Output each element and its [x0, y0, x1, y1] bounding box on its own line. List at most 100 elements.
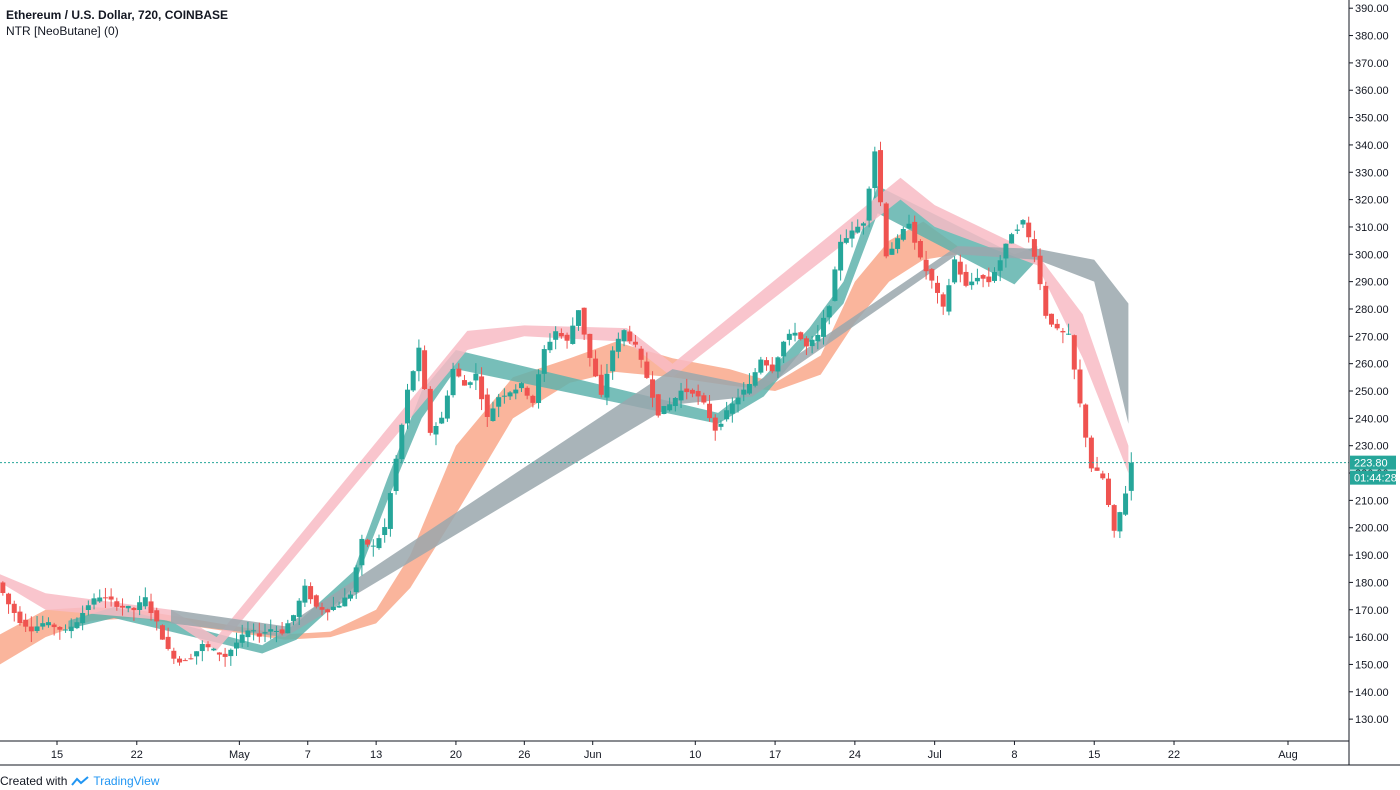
candle-down	[878, 150, 884, 203]
candle-down	[593, 358, 599, 377]
candle-down	[803, 338, 809, 347]
y-tick-label: 200.00	[1355, 523, 1389, 535]
ribbon-pink	[0, 177, 1129, 651]
tradingview-brand[interactable]: TradingView	[93, 774, 160, 788]
y-tick-label: 290.00	[1355, 277, 1389, 289]
candle-up	[444, 395, 450, 419]
candle-down	[935, 282, 941, 293]
candle-down	[427, 388, 433, 433]
last-price-badge: 223.80 01:44:28	[1350, 455, 1397, 485]
candle-up	[781, 341, 787, 357]
candle-up	[729, 403, 735, 414]
candle-up	[832, 269, 838, 301]
candle-down	[980, 275, 986, 279]
candle-up	[125, 605, 131, 609]
candle-up	[285, 623, 291, 634]
candle-up	[969, 281, 975, 286]
candle-down	[1083, 404, 1089, 438]
candle-up	[496, 397, 502, 407]
x-tick-label: 15	[51, 749, 63, 761]
candle-down	[764, 360, 770, 366]
candle-up	[433, 425, 439, 435]
created-with-text: Created with	[0, 774, 68, 788]
candle-up	[547, 341, 553, 351]
candle-up	[382, 527, 388, 535]
candle-up	[393, 458, 399, 492]
candle-down	[1105, 478, 1111, 505]
ribbon-orange	[0, 221, 958, 665]
candle-up	[473, 373, 479, 381]
candle-up	[359, 538, 365, 566]
candle-down	[216, 652, 222, 655]
candle-down	[171, 650, 177, 659]
candle-down	[1111, 505, 1117, 531]
candle-up	[450, 369, 456, 396]
candle-up	[974, 277, 980, 282]
y-tick-label: 260.00	[1355, 359, 1389, 371]
candle-up	[91, 598, 97, 605]
candle-down	[798, 332, 804, 340]
x-tick-label: May	[229, 749, 250, 761]
candle-down	[929, 269, 935, 281]
y-axis-ticks: 130.00 140.00 150.00 160.00 170.00 180.00 190.…	[1349, 3, 1389, 726]
countdown-label: 01:44:28	[1354, 473, 1397, 485]
candle-up	[678, 390, 684, 401]
candle-up	[467, 382, 473, 385]
candle-up	[336, 605, 342, 608]
candle-up	[63, 629, 69, 631]
x-tick-label: 22	[1168, 749, 1180, 761]
candle-up	[513, 389, 519, 394]
candle-up	[895, 238, 901, 249]
candle-down	[558, 333, 564, 337]
candle-up	[952, 259, 958, 283]
candle-up	[1066, 333, 1072, 335]
candle-up	[1128, 462, 1134, 491]
candle-up	[68, 626, 74, 632]
candle-down	[769, 364, 775, 372]
candle-up	[347, 594, 353, 599]
y-tick-label: 190.00	[1355, 550, 1389, 562]
x-tick-label: 24	[849, 749, 861, 761]
candle-up	[353, 567, 359, 593]
candle-down	[1100, 473, 1106, 479]
y-tick-label: 240.00	[1355, 413, 1389, 425]
candle-up	[1117, 512, 1123, 532]
candle-down	[11, 603, 17, 613]
candle-up	[661, 406, 667, 415]
x-tick-label: 10	[689, 749, 701, 761]
candle-down	[986, 276, 992, 283]
candle-up	[826, 306, 832, 318]
candle-up	[302, 585, 308, 603]
candle-up	[137, 602, 143, 610]
candle-down	[912, 221, 918, 243]
y-tick-label: 130.00	[1355, 714, 1389, 726]
candle-up	[387, 493, 393, 529]
candle-down	[684, 388, 690, 393]
candle-up	[97, 597, 103, 602]
x-tick-label: 20	[450, 749, 462, 761]
candle-down	[940, 294, 946, 307]
candle-up	[404, 389, 410, 424]
candle-up	[900, 229, 906, 240]
footer: Created with TradingView	[0, 774, 159, 788]
y-tick-label: 210.00	[1355, 495, 1389, 507]
candle-up	[80, 612, 86, 624]
x-tick-label: Jun	[584, 749, 602, 761]
candle-up	[809, 339, 815, 347]
candle-down	[484, 394, 490, 417]
candle-down	[701, 395, 707, 403]
candle-down	[923, 259, 929, 272]
candle-up	[667, 404, 673, 411]
candle-up	[1009, 234, 1015, 244]
candle-up	[843, 238, 849, 243]
candle-up	[849, 230, 855, 239]
candle-up	[553, 331, 559, 340]
candle-up	[889, 248, 895, 255]
candle-down	[6, 593, 12, 605]
x-tick-label: 17	[769, 749, 781, 761]
y-tick-label: 300.00	[1355, 249, 1389, 261]
candle-up	[866, 188, 872, 221]
candle-up	[490, 408, 496, 421]
candle-down	[1060, 330, 1066, 333]
